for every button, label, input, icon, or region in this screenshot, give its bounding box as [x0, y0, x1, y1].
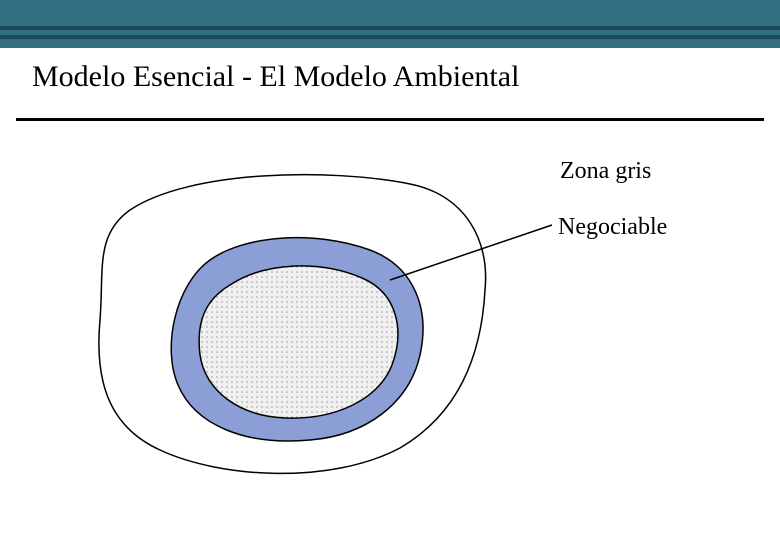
nested-blob-diagram — [70, 150, 500, 490]
label-negociable: Negociable — [558, 214, 667, 241]
header-stripe-1 — [0, 26, 780, 30]
page-title: Modelo Esencial - El Modelo Ambiental — [32, 60, 519, 94]
label-zona-gris: Zona gris — [560, 158, 651, 185]
slide: Modelo Esencial - El Modelo Ambiental Zo… — [0, 0, 780, 540]
header-stripe-2 — [0, 35, 780, 39]
inner-blob-sistema — [199, 266, 398, 418]
title-underline — [16, 118, 764, 121]
header-bar-bg — [0, 0, 780, 48]
